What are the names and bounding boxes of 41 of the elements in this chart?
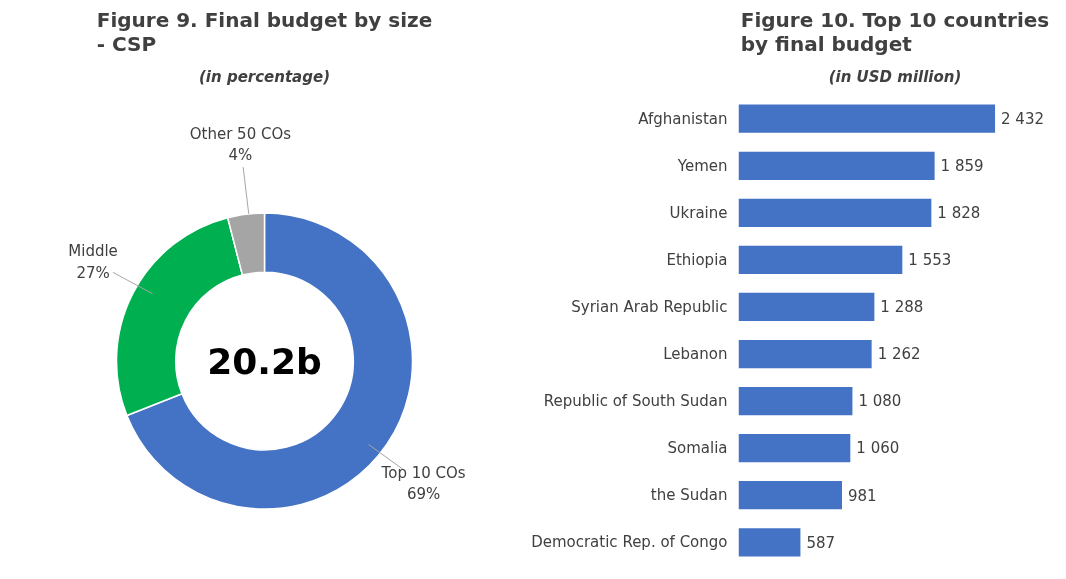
data-label: 587 (806, 534, 836, 553)
slice-label: Other 50 COs (189, 124, 292, 143)
bar (738, 386, 853, 416)
data-label: 1 288 (880, 297, 924, 316)
data-label: 1 060 (856, 439, 900, 458)
data-label: 27% (76, 263, 110, 282)
chart-title: Figure 10. Top 10 countries by final budget (740, 7, 1050, 56)
y-tick-label: Yemen (676, 156, 728, 175)
chart-subtitle: (in USD million) (828, 67, 962, 86)
bar (738, 339, 872, 369)
data-label: 1 859 (940, 156, 984, 175)
bar (738, 151, 935, 180)
bar (738, 104, 996, 133)
y-tick-label: Democratic Rep. of Congo (531, 533, 728, 552)
y-tick-label: the Sudan (650, 486, 728, 505)
data-label: 1 262 (877, 345, 921, 364)
y-tick-label: Syrian Arab Republic (571, 297, 728, 316)
chart-title: Figure 9. Final budget by size - CSP (96, 7, 433, 56)
data-label: 1 080 (858, 392, 902, 411)
data-label: 1 828 (937, 203, 981, 222)
bar (738, 528, 801, 557)
y-tick-label: Ukraine (669, 203, 728, 222)
y-tick-label: Afghanistan (638, 109, 728, 128)
y-tick-label: Lebanon (663, 345, 728, 364)
y-tick-label: Ethiopia (666, 250, 728, 269)
data-label: 4% (228, 146, 253, 165)
bar (738, 198, 932, 227)
data-label: 1 553 (908, 250, 952, 269)
data-label: 2 432 (1001, 109, 1045, 128)
slice-label: Top 10 COs (380, 463, 466, 482)
text: 20.2b (207, 340, 322, 382)
bar (738, 434, 851, 463)
bar (738, 481, 842, 510)
bar (738, 245, 903, 275)
bar (738, 292, 875, 322)
y-tick-label: Republic of South Sudan (543, 392, 728, 411)
chart-subtitle: (in percentage) (199, 67, 331, 86)
data-label: 69% (406, 485, 441, 504)
data-label: 981 (847, 487, 877, 506)
slice-label: Middle (68, 242, 118, 261)
y-tick-label: Somalia (667, 439, 728, 458)
